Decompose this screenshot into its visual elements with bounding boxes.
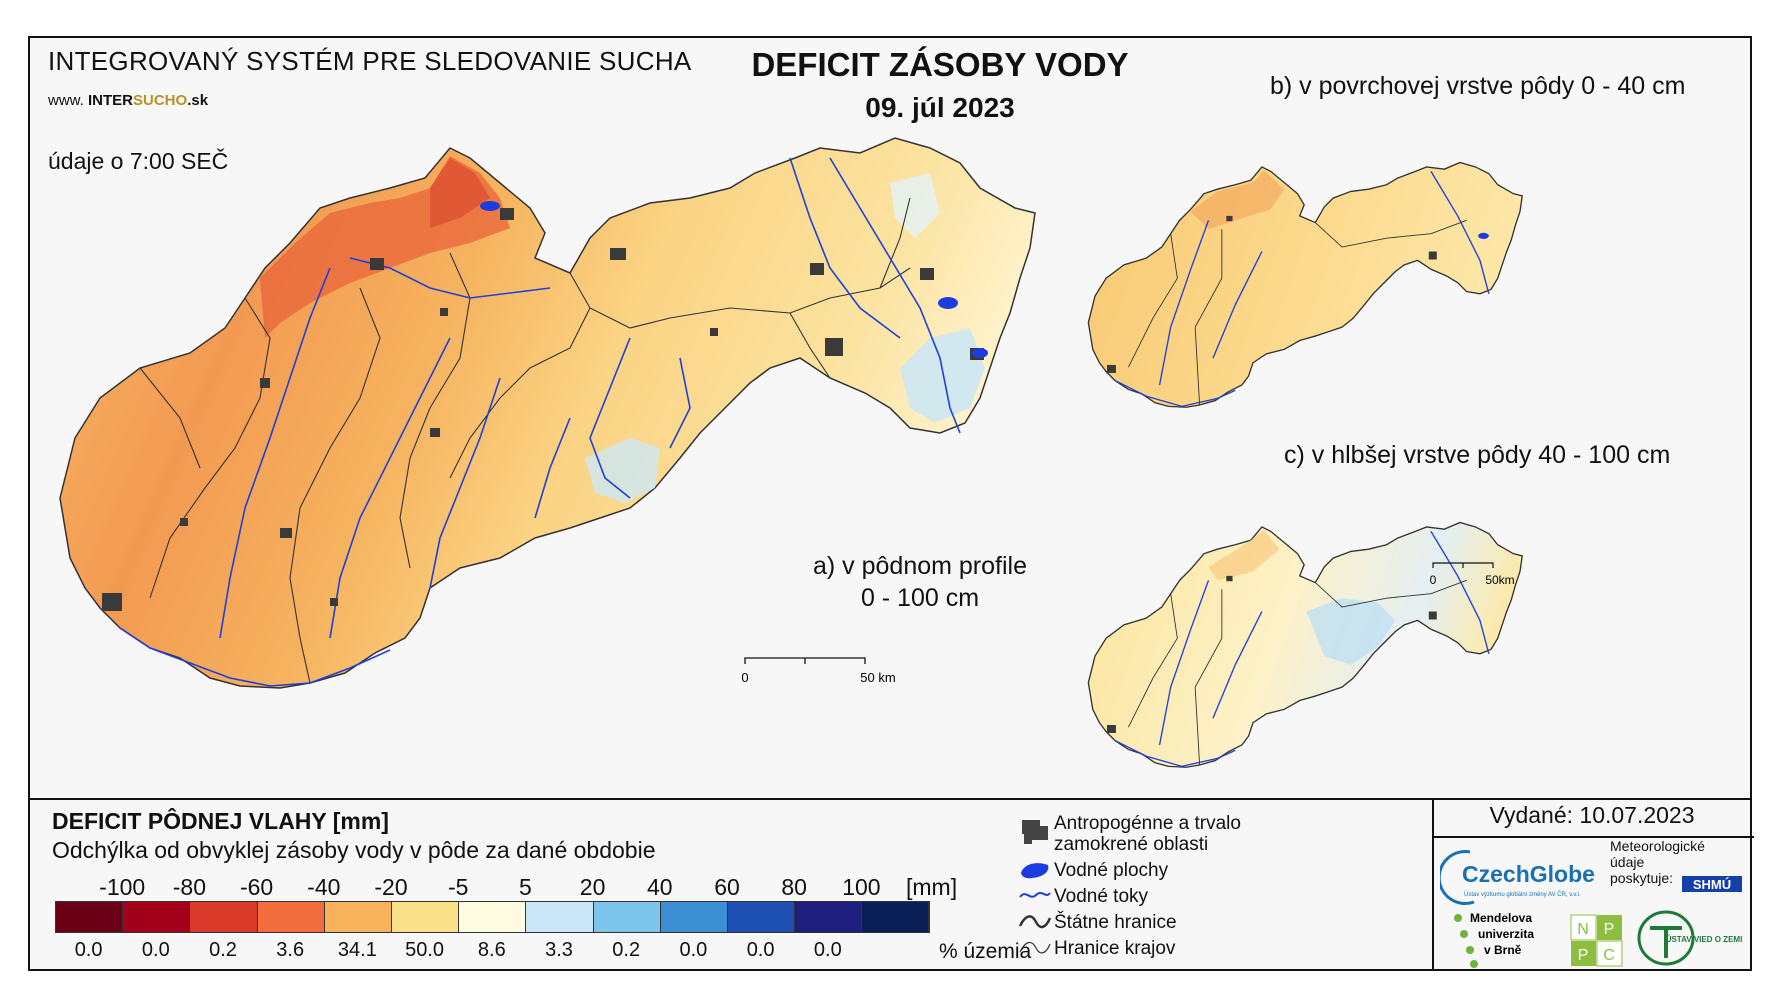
water-body-symbol (1021, 863, 1049, 879)
colorbar-segment (459, 902, 527, 932)
main-title: DEFICIT ZÁSOBY VODY (751, 46, 1129, 83)
legend-percent-value: 3.3 (545, 939, 573, 961)
percent-label: % územia (939, 940, 1032, 963)
legend-tick: 100 (842, 874, 881, 900)
panel-divider (30, 798, 1750, 800)
urban-area-label: Antropogénne a trvalo zamokrené oblasti (1054, 813, 1241, 855)
colorbar-segment (324, 902, 392, 932)
main-map-label: a) v pôdnom profile 0 - 100 cm (812, 552, 1027, 612)
legend-percent-value: 0.0 (813, 939, 842, 961)
colorbar-segment (862, 902, 930, 932)
credits-box (1432, 798, 1754, 971)
svg-text:SHMÚ: SHMÚ (1693, 877, 1731, 892)
legend-percent-value: 8.6 (477, 939, 506, 961)
legend-percent-value: 0.2 (612, 939, 641, 961)
map-frame: INTEGROVANÝ SYSTÉM PRE SLEDOVANIE SUCHA … (28, 36, 1754, 971)
legend-subtitle: Odchýlka od obvyklej zásoby vody v pôde … (52, 837, 656, 863)
state-border-symbol (1018, 915, 1052, 929)
meteo-provider-label: Meteorologické údaje poskytuje: (1610, 838, 1705, 886)
legend-tick: -40 (307, 874, 341, 900)
main-date: 09. júl 2023 (865, 92, 1015, 123)
deep-map-country (1087, 521, 1523, 768)
water-body-label: Vodné plochy (1054, 860, 1169, 881)
legend-percent-value: 0.0 (74, 939, 103, 961)
deep-scale-end: 50km (1485, 573, 1514, 587)
legend-percent-value: 3.6 (276, 939, 305, 961)
deep-map-label: c) v hlbšej vrstve pôdy 40 - 100 cm (1284, 441, 1671, 469)
colorbar-segment (727, 902, 796, 932)
issued-date: Vydané: 10.07.2023 (1489, 802, 1695, 828)
mendel-logo: Mendelova univerzita v Brně (1454, 911, 1534, 968)
svg-text:Ústav výzkumu globální změny A: Ústav výzkumu globální změny AV ČR, v.v.… (1464, 891, 1581, 898)
legend-tick: -20 (374, 874, 408, 900)
urban-area-symbol (1022, 820, 1048, 844)
svg-text:C: C (1603, 947, 1615, 964)
legend-tick: -100 (99, 874, 146, 900)
river-symbol (1019, 892, 1051, 898)
svg-text:ÚSTAV VIED O ZEMI: ÚSTAV VIED O ZEMI (1666, 935, 1743, 944)
colorbar-segment (391, 902, 460, 932)
legend-percent-value: 0.0 (746, 939, 775, 961)
legend-tick: -5 (447, 874, 469, 900)
svg-text:v Brně: v Brně (1484, 943, 1522, 957)
svg-text:P: P (1578, 947, 1589, 964)
surface-map (1087, 161, 1523, 408)
deep-map (1087, 521, 1523, 768)
main-map: 0 50 km (59, 137, 1036, 689)
colorbar-segment (190, 902, 258, 932)
main-map-water-bodies (480, 201, 988, 358)
colorbar-segment (56, 902, 124, 932)
colorbar-segment (660, 902, 728, 932)
surface-map-label: b) v povrchovej vrstve pôdy 0 - 40 cm (1270, 72, 1686, 100)
website-link[interactable]: www. INTERSUCHO.sk (48, 92, 209, 109)
legend-percent-value: 0.2 (209, 939, 237, 961)
region-border-label: Hranice krajov (1054, 938, 1176, 959)
state-border-label: Štátne hranice (1054, 912, 1177, 933)
legend-title: DEFICIT PÔDNEJ VLAHY [mm] (52, 808, 389, 834)
colorbar-segment (123, 902, 191, 932)
legend-unit: [mm] (906, 874, 958, 900)
surface-map-country (1087, 161, 1523, 408)
river-label: Vodné toky (1054, 886, 1149, 907)
colorbar-segment (795, 902, 863, 932)
deep-map-scale-bar: 0 50km (1430, 562, 1515, 587)
uvz-logo: ÚSTAV VIED O ZEMI (1637, 910, 1743, 966)
svg-text:P: P (1604, 921, 1615, 938)
maps-svg: 0 50 km (59, 137, 1523, 768)
legend-tick: 5 (518, 874, 532, 900)
colorbar-segment (593, 902, 661, 932)
legend-percent-value: 0.0 (679, 939, 708, 961)
svg-text:CzechGlobe: CzechGlobe (1462, 861, 1595, 887)
shmu-logo: SHMÚ (1682, 876, 1742, 892)
main-map-scale-bar: 0 50 km (741, 657, 896, 685)
svg-text:Mendelova: Mendelova (1470, 911, 1532, 925)
main-map-country (59, 137, 1036, 689)
legend-percent-value: 0.0 (141, 939, 170, 961)
colorbar-segment (526, 902, 594, 932)
nppc-logo: N P P C (1570, 914, 1623, 967)
deep-scale-start: 0 (1430, 573, 1437, 587)
legend-percent-value: 50.0 (405, 939, 445, 961)
system-title: INTEGROVANÝ SYSTÉM PRE SLEDOVANIE SUCHA (48, 46, 692, 76)
main-scale-start: 0 (741, 670, 748, 685)
legend-tick: 20 (579, 874, 606, 900)
legend-tick: 60 (714, 874, 740, 900)
legend-percent-value: 34.1 (337, 939, 377, 961)
observation-time: údaje o 7:00 SEČ (48, 148, 229, 174)
czechglobe-logo: CzechGlobe Ústav výzkumu globální změny … (1440, 850, 1595, 906)
svg-text:univerzita: univerzita (1478, 927, 1534, 941)
legend-colorbar (55, 901, 931, 933)
main-scale-end: 50 km (860, 670, 895, 685)
legend-tick: 40 (647, 874, 673, 900)
region-border-symbol (1019, 941, 1051, 954)
legend-tick: -80 (172, 874, 207, 900)
legend-tick: 80 (781, 874, 807, 900)
colorbar-segment (257, 902, 325, 932)
legend-tick: -60 (239, 874, 274, 900)
svg-text:N: N (1577, 921, 1589, 938)
